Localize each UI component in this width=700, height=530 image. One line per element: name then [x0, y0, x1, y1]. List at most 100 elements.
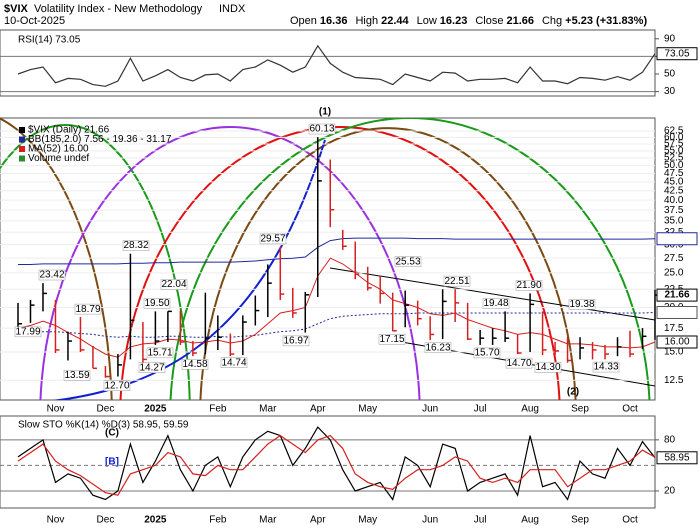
- price-label: 19.48: [483, 298, 508, 309]
- x-tick-label: Aug: [521, 404, 539, 415]
- quote-label: Chg: [542, 15, 562, 27]
- x-tick-label: Dec: [97, 515, 115, 526]
- x-tick-label: Nov: [47, 404, 65, 415]
- arc: [39, 126, 421, 400]
- price-label-box: [482, 298, 510, 309]
- date: 10-Oct-2025: [4, 15, 65, 27]
- x-tick-label: Jul: [474, 515, 487, 526]
- price-label: 23.42: [39, 270, 64, 281]
- y-tick-label: 30: [664, 86, 676, 97]
- price-label-box: [259, 233, 287, 245]
- main-frame: [0, 117, 656, 401]
- price-label: 28.32: [123, 240, 148, 251]
- price-label-box: [122, 240, 150, 251]
- price-label-box: [473, 347, 501, 359]
- x-tick-label: Sep: [571, 515, 589, 526]
- price-label: 22.51: [444, 276, 469, 287]
- legend-text: BB(185,2.0) 7.56 - 19.36 - 31.17: [28, 134, 172, 145]
- x-tick-label: May: [358, 515, 377, 526]
- value-tag: 21.66: [664, 290, 689, 301]
- price-label-box: [63, 370, 91, 381]
- quote-label: Close: [475, 15, 503, 27]
- x-tick-label: Oct: [622, 515, 638, 526]
- y-tick-label: 35.0: [664, 215, 684, 226]
- y-tick-label: 42.5: [664, 185, 684, 196]
- legend-swatch: [19, 155, 25, 162]
- value-tag-box: [656, 47, 698, 61]
- quote-value: 16.36: [320, 15, 348, 27]
- price-label-box: [38, 269, 66, 281]
- price-label-box: [14, 326, 42, 338]
- value-tag: 16.00: [664, 337, 689, 348]
- price-label-box: [220, 357, 248, 368]
- price-label: 14.58: [182, 359, 207, 370]
- y-tick-label: 45.0: [664, 177, 684, 188]
- price-label: 60.13: [309, 124, 334, 135]
- price-label: 17.15: [379, 334, 404, 345]
- legend-swatch: [19, 127, 25, 133]
- x-tick-label: Dec: [97, 404, 115, 415]
- price-label-box: [505, 357, 533, 369]
- arc: [0, 118, 113, 400]
- y-tick-label: 50: [664, 69, 676, 80]
- price-label: 12.70: [104, 380, 129, 391]
- y-tick-label: 55.0: [664, 145, 684, 156]
- x-tick-label: Mar: [259, 515, 277, 526]
- indicator-line: [17, 257, 656, 358]
- y-tick-label: 12.5: [664, 375, 684, 386]
- price-label: 14.30: [535, 362, 560, 373]
- quote-label: Open: [290, 15, 317, 27]
- x-tick-label: Feb: [209, 404, 227, 415]
- price-label-box: [308, 123, 336, 135]
- price-label-box: [592, 361, 620, 373]
- value-tag-box: [656, 305, 698, 319]
- price-label: 15.71: [147, 347, 172, 358]
- quote-label: High: [355, 15, 378, 27]
- value-tag-box: [656, 335, 698, 349]
- series-line: [17, 44, 656, 87]
- y-tick-label: 15.0: [664, 347, 684, 358]
- x-tick-label: Jul: [474, 404, 487, 415]
- price-label: 29.57: [260, 234, 285, 245]
- legend-swatch: [19, 146, 25, 152]
- price-label: 25.53: [395, 256, 420, 267]
- y-tick-label: 50.0: [664, 160, 684, 171]
- legend-text: MA(52) 16.00: [28, 144, 89, 155]
- quote-label: Low: [417, 15, 437, 27]
- wave-label: (1): [319, 107, 331, 118]
- exchange: INDX: [219, 3, 246, 15]
- price-label-box: [143, 298, 171, 309]
- price-label-box: [568, 299, 596, 310]
- x-tick-label: Mar: [259, 404, 277, 415]
- y-tick-label: 27.5: [664, 253, 684, 264]
- arc: [169, 118, 651, 400]
- indicator-line: [18, 312, 656, 338]
- legend-text: $VIX (Daily) 21.66: [28, 125, 110, 136]
- price-label-box: [181, 359, 209, 370]
- price-label-box: [515, 280, 543, 291]
- value-tag: 73.05: [664, 48, 689, 59]
- quote-value: +5.23 (+31.83%): [565, 15, 647, 27]
- series-line: [17, 434, 656, 496]
- price-label: 14.33: [593, 362, 618, 373]
- price-label: 14.74: [221, 357, 246, 368]
- y-tick-label: 37.5: [664, 205, 684, 216]
- x-tick-label: 2025: [144, 404, 167, 415]
- price-label-box: [534, 362, 562, 373]
- x-tick-label: May: [358, 404, 377, 415]
- value-tag: 58.95: [664, 452, 689, 463]
- y-tick-label: 57.5: [664, 139, 684, 150]
- price-label: 15.70: [474, 348, 499, 359]
- price-label: 14.27: [139, 362, 164, 373]
- indicator-line: [18, 237, 656, 265]
- x-tick-label: Jun: [422, 404, 438, 415]
- price-label-box: [146, 347, 174, 359]
- y-tick-label: 20: [664, 486, 676, 497]
- y-tick-label: 90: [664, 33, 676, 44]
- price-label: 14.70: [506, 358, 531, 369]
- x-tick-label: Feb: [209, 515, 227, 526]
- legend-text: Volume undef: [28, 153, 89, 164]
- y-tick-label: 17.5: [664, 323, 684, 334]
